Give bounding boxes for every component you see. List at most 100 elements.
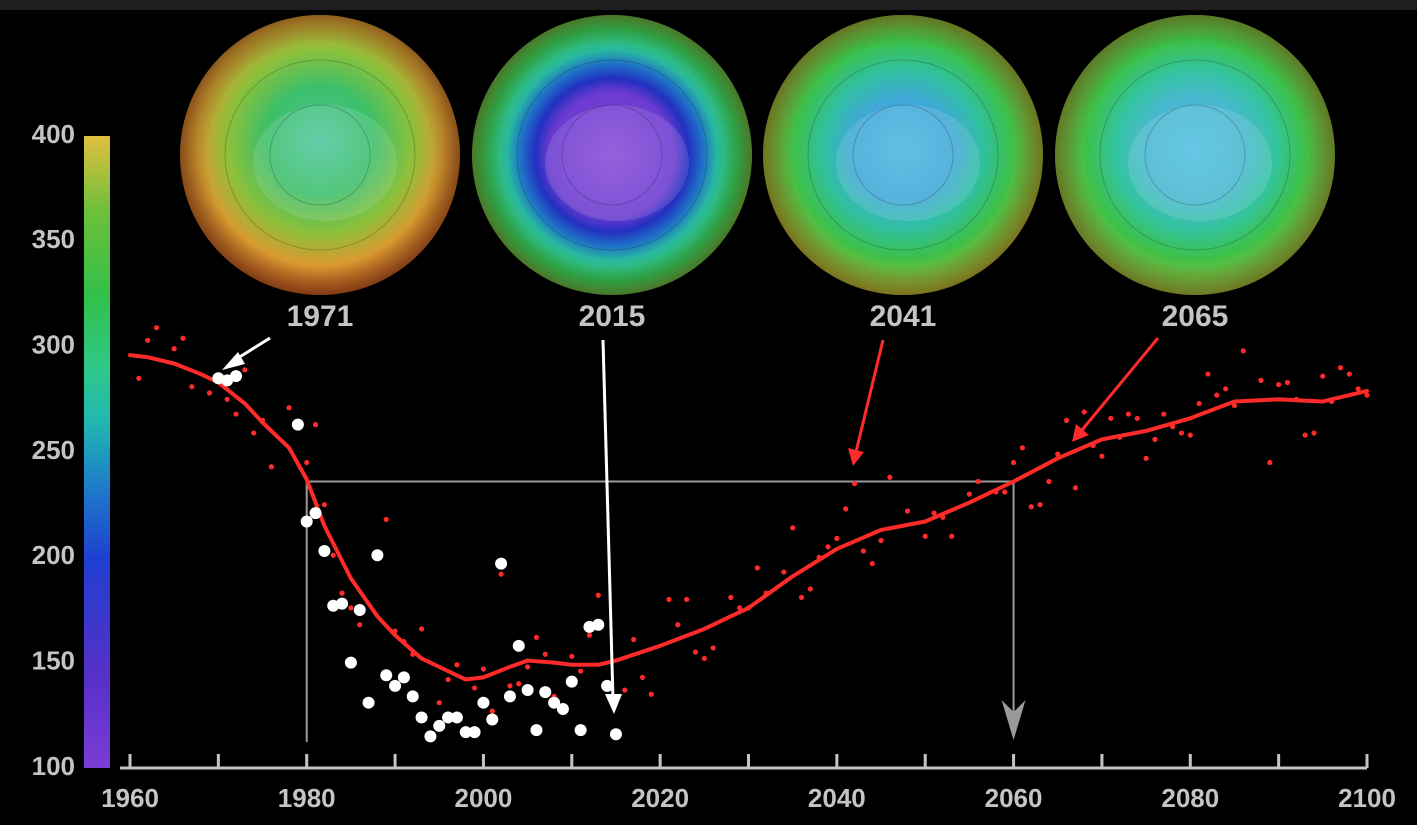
data-point	[189, 384, 195, 390]
data-point	[495, 557, 508, 570]
data-point	[1152, 436, 1158, 442]
data-point	[834, 535, 840, 541]
arrow-head	[605, 694, 622, 714]
data-point	[309, 507, 322, 520]
data-point	[145, 337, 151, 343]
data-point	[1072, 485, 1079, 491]
data-point	[1028, 504, 1034, 510]
data-point	[565, 675, 578, 688]
data-point	[949, 533, 955, 539]
data-point	[592, 618, 605, 631]
data-point	[701, 655, 707, 662]
data-point	[516, 681, 522, 687]
data-point	[348, 605, 354, 611]
data-point	[521, 684, 534, 697]
globe-shade	[1055, 15, 1335, 295]
data-point	[251, 430, 257, 436]
data-point	[578, 668, 584, 674]
data-point	[556, 703, 569, 716]
arrow-head	[1072, 424, 1089, 442]
data-point	[569, 653, 575, 659]
data-point	[1196, 400, 1202, 407]
data-point	[922, 533, 928, 539]
data-point	[825, 544, 831, 550]
data-point	[339, 590, 345, 596]
data-point	[153, 325, 160, 331]
data-point	[675, 622, 681, 628]
data-point	[136, 375, 142, 381]
data-point	[966, 491, 972, 497]
data-point	[1187, 432, 1193, 438]
data-point	[737, 605, 743, 611]
data-point	[887, 474, 893, 480]
data-point	[1143, 455, 1149, 461]
data-point	[754, 565, 760, 571]
data-point	[230, 370, 243, 383]
data-point	[539, 686, 552, 699]
data-point	[1284, 379, 1291, 386]
data-point	[1134, 415, 1140, 421]
data-point	[869, 561, 875, 567]
data-point	[1161, 411, 1167, 417]
arrow	[1080, 337, 1160, 431]
data-point	[362, 696, 375, 709]
data-point	[860, 548, 866, 554]
data-point	[878, 537, 884, 544]
data-point	[728, 594, 734, 600]
data-point	[1125, 411, 1132, 417]
y-tick-label: 200	[32, 540, 75, 570]
data-point	[312, 422, 319, 428]
data-point	[471, 685, 478, 691]
data-point	[1108, 415, 1114, 421]
data-point	[1320, 373, 1326, 379]
data-point	[1311, 430, 1317, 436]
data-point	[445, 676, 451, 683]
data-point	[1205, 371, 1211, 377]
arrow	[601, 339, 615, 701]
data-point	[975, 478, 981, 485]
data-point	[503, 690, 516, 703]
data-point	[1099, 453, 1105, 459]
data-point	[224, 396, 230, 402]
x-tick-label: 2040	[808, 783, 866, 813]
data-point	[336, 597, 349, 610]
data-point	[1046, 478, 1052, 485]
data-point	[781, 569, 787, 575]
data-point	[1364, 392, 1370, 398]
data-point	[180, 335, 186, 341]
data-point	[601, 679, 614, 692]
arrow-head	[848, 448, 864, 466]
data-point	[300, 515, 313, 528]
data-point	[798, 594, 805, 600]
data-point	[843, 506, 849, 512]
data-point	[397, 671, 410, 684]
data-point	[807, 586, 813, 592]
data-point	[486, 713, 499, 726]
data-point	[321, 502, 327, 508]
data-point	[1258, 377, 1264, 383]
snapshot-label: 1971	[287, 300, 354, 333]
data-point	[424, 730, 437, 743]
data-point	[851, 481, 858, 487]
data-point	[454, 662, 460, 668]
data-point	[436, 700, 442, 706]
x-tick-label: 2060	[985, 783, 1043, 813]
arrow	[854, 339, 885, 453]
x-tick-label: 1960	[101, 783, 159, 813]
data-point	[1346, 371, 1352, 377]
x-tick-label: 2020	[631, 783, 689, 813]
data-point	[684, 596, 690, 603]
x-tick-label: 2000	[455, 783, 513, 813]
data-point	[1355, 386, 1361, 392]
data-point	[442, 711, 455, 724]
x-tick-label: 2080	[1161, 783, 1219, 813]
data-point	[631, 636, 637, 643]
data-point	[206, 390, 213, 396]
color-bar	[84, 136, 110, 768]
snapshot-label: 2065	[1162, 300, 1229, 333]
data-point	[1178, 430, 1185, 436]
data-point	[415, 711, 428, 724]
data-point	[406, 690, 419, 703]
data-point	[1002, 489, 1008, 495]
